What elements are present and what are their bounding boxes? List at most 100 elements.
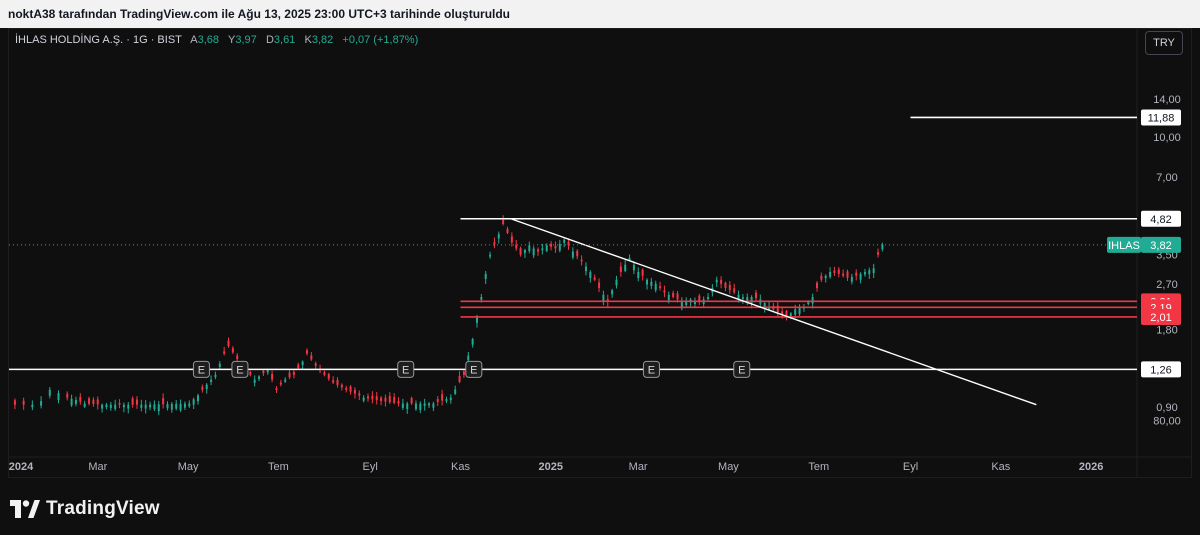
last-price-symbol: IHLAS [1108, 240, 1140, 252]
candle-body [654, 283, 657, 291]
earnings-marker: E [231, 360, 249, 378]
candle-body [750, 297, 753, 304]
candle-body [877, 252, 880, 255]
candle-body [467, 355, 470, 361]
candle-body [528, 245, 531, 252]
candle-body [66, 393, 69, 398]
symbol-legend: İHLAS HOLDİNG A.Ş. · 1G · BIST A3,68 Y3,… [15, 34, 418, 46]
candle-body [101, 404, 104, 409]
candle-body [279, 382, 282, 385]
candle-body [532, 248, 535, 256]
chart-frame[interactable]: E E E E E E 14,00 10,00 7,00 3,50 2,70 1,80 0,90 80,0… [8, 28, 1192, 478]
currency-button[interactable]: TRY [1145, 31, 1183, 55]
y-tick-label: 2,70 [1156, 279, 1177, 291]
earnings-marker-label: E [402, 364, 409, 376]
candle-body [22, 400, 25, 405]
candle-body [545, 245, 548, 251]
candle-body [31, 404, 34, 408]
candle-body [345, 387, 348, 390]
last-price-value-box [1141, 236, 1181, 253]
candle-body [258, 376, 261, 380]
candle-body [353, 389, 356, 394]
candle-body [685, 300, 688, 306]
candle-body [619, 266, 622, 272]
candle-body [170, 403, 173, 410]
candle-body [519, 248, 522, 255]
tradingview-logo-icon [10, 500, 40, 518]
candle-body [523, 249, 526, 254]
candle-body [707, 297, 710, 300]
candles-group [13, 215, 884, 416]
candle-body [537, 249, 540, 252]
price-tag-2-01: 2,01 [1141, 308, 1181, 325]
candle-body [13, 400, 16, 405]
price-tag-box [1141, 361, 1181, 378]
high-label: Y [228, 34, 236, 46]
candle-body [850, 276, 853, 282]
candle-body [179, 403, 182, 411]
price-tag-4-82: 4,82 [1141, 210, 1181, 227]
candle-body [375, 396, 378, 401]
close-value: 3,82 [311, 34, 334, 46]
candle-body [192, 399, 195, 405]
candle-body [781, 311, 784, 315]
candle-body [763, 303, 766, 309]
x-tick-label: 2026 [1079, 461, 1103, 473]
footer: TradingView [0, 478, 1200, 535]
x-tick-label: Kas [451, 461, 470, 473]
low-value: 3,61 [273, 34, 296, 46]
earnings-marker: E [642, 360, 660, 378]
candle-body [88, 398, 91, 404]
earnings-marker-box [397, 360, 415, 378]
last-price-tag: IHLAS 3,82 [1107, 236, 1181, 253]
candle-body [197, 395, 200, 402]
candle-body [820, 275, 823, 280]
candle-body [794, 309, 797, 315]
tradingview-brand: TradingView [46, 498, 160, 519]
candle-body [288, 372, 291, 378]
candle-body [384, 397, 387, 402]
candle-body [645, 279, 648, 285]
candle-body [680, 301, 683, 309]
candle-body [811, 297, 814, 304]
candle-body [349, 386, 352, 392]
candle-body [881, 244, 884, 250]
candle-body [310, 355, 313, 360]
x-tick-label: Tem [268, 461, 289, 473]
candle-body [715, 279, 718, 283]
candle-body [502, 220, 505, 225]
candle-body [637, 271, 640, 279]
candle-body [449, 397, 452, 401]
candle-body [497, 234, 500, 239]
earnings-marker-label: E [198, 364, 205, 376]
candle-body [118, 403, 121, 405]
tradingview-logo[interactable]: TradingView [10, 498, 160, 520]
price-tag-text: 11,88 [1148, 112, 1175, 124]
candle-body [214, 374, 217, 378]
price-tag-11-88: 11,88 [1141, 109, 1181, 126]
candle-body [510, 236, 513, 243]
candle-body [79, 396, 82, 402]
candle-body [157, 404, 160, 412]
candle-body [480, 297, 483, 300]
candle-body [863, 271, 866, 275]
candle-body [741, 297, 744, 299]
x-tick-label: Eyl [903, 461, 918, 473]
price-chart[interactable]: E E E E E E14,0010,007,003,502,701,800,9080,0… [9, 29, 1192, 478]
candle-body [144, 404, 147, 409]
candle-body [576, 250, 579, 257]
candle-body [872, 268, 875, 274]
earnings-marker-box [231, 360, 249, 378]
y-tick-label: 10,00 [1153, 132, 1181, 144]
symbol-title: İHLAS HOLDİNG A.Ş. · 1G · BIST [15, 34, 182, 46]
candle-body [249, 372, 252, 375]
earnings-marker-label: E [738, 364, 745, 376]
candle-body [693, 300, 696, 305]
candle-body [127, 404, 130, 409]
candle-body [83, 403, 86, 407]
candle-body [441, 394, 444, 401]
candle-body [109, 404, 112, 409]
candle-body [454, 389, 457, 394]
candle-body [436, 399, 439, 402]
candle-body [271, 374, 274, 380]
